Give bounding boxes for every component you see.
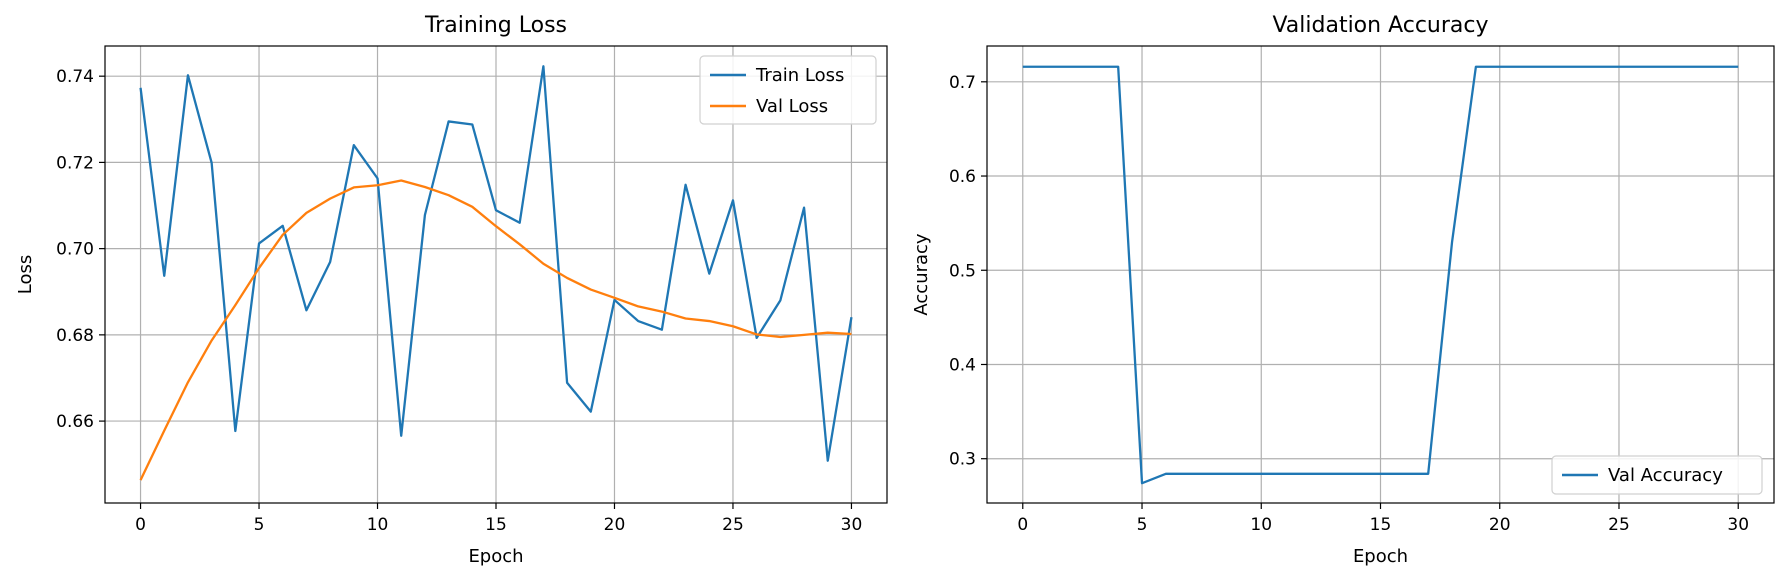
y-tick-label: 0.66 — [56, 412, 94, 432]
x-tick-label: 10 — [1250, 515, 1272, 535]
x-tick-label: 20 — [1489, 515, 1511, 535]
y-tick-label: 0.72 — [56, 153, 94, 173]
x-tick-label: 5 — [254, 515, 265, 535]
x-axis-label: Epoch — [468, 546, 523, 567]
y-tick-label: 0.68 — [56, 326, 94, 346]
y-tick-label: 0.6 — [949, 167, 976, 187]
x-tick-label: 25 — [1608, 515, 1630, 535]
x-tick-label: 5 — [1137, 515, 1148, 535]
x-tick-label: 15 — [1370, 515, 1392, 535]
legend: Train Loss Val Loss — [699, 55, 877, 125]
y-axis-label: Loss — [15, 255, 36, 294]
y-tick-label: 0.3 — [949, 450, 976, 470]
series-line-val-loss — [139, 179, 852, 481]
x-tick-label: 0 — [135, 515, 146, 535]
y-tick-label: 0.5 — [949, 261, 976, 281]
y-axis-label: Accuracy — [911, 233, 932, 316]
legend-label: Val Accuracy — [1608, 465, 1723, 486]
x-tick-label: 15 — [485, 515, 507, 535]
series-line-train-loss — [139, 65, 853, 462]
y-tick-label: 0.70 — [56, 240, 94, 260]
x-tick-label: 20 — [604, 515, 626, 535]
legend: Val Accuracy — [1551, 455, 1763, 495]
y-tick-label: 0.74 — [56, 67, 94, 87]
legend-label: Val Loss — [756, 96, 828, 117]
legend-box — [1551, 455, 1763, 495]
series-line-val-accuracy — [1022, 65, 1739, 485]
chart-panel-1: 0 5 10 15 20 25 30 0.66 0.68 0.70 0.72 0.74 Training… — [15, 13, 888, 567]
y-tick-label: 0.4 — [949, 355, 976, 375]
x-tick-label: 0 — [1017, 515, 1028, 535]
legend-label: Train Loss — [755, 65, 844, 86]
x-tick-label: 30 — [841, 515, 863, 535]
chart-title: Training Loss — [424, 13, 567, 38]
chart-title: Validation Accuracy — [1272, 13, 1488, 38]
y-tick-label: 0.7 — [949, 73, 976, 93]
chart-panel-2: 0 5 10 15 20 25 30 0.3 0.4 0.5 0.6 0.7 Validation Ac… — [911, 13, 1775, 567]
x-tick-label: 30 — [1727, 515, 1749, 535]
x-tick-label: 25 — [722, 515, 744, 535]
x-axis-label: Epoch — [1353, 546, 1408, 567]
x-tick-label: 10 — [367, 515, 389, 535]
